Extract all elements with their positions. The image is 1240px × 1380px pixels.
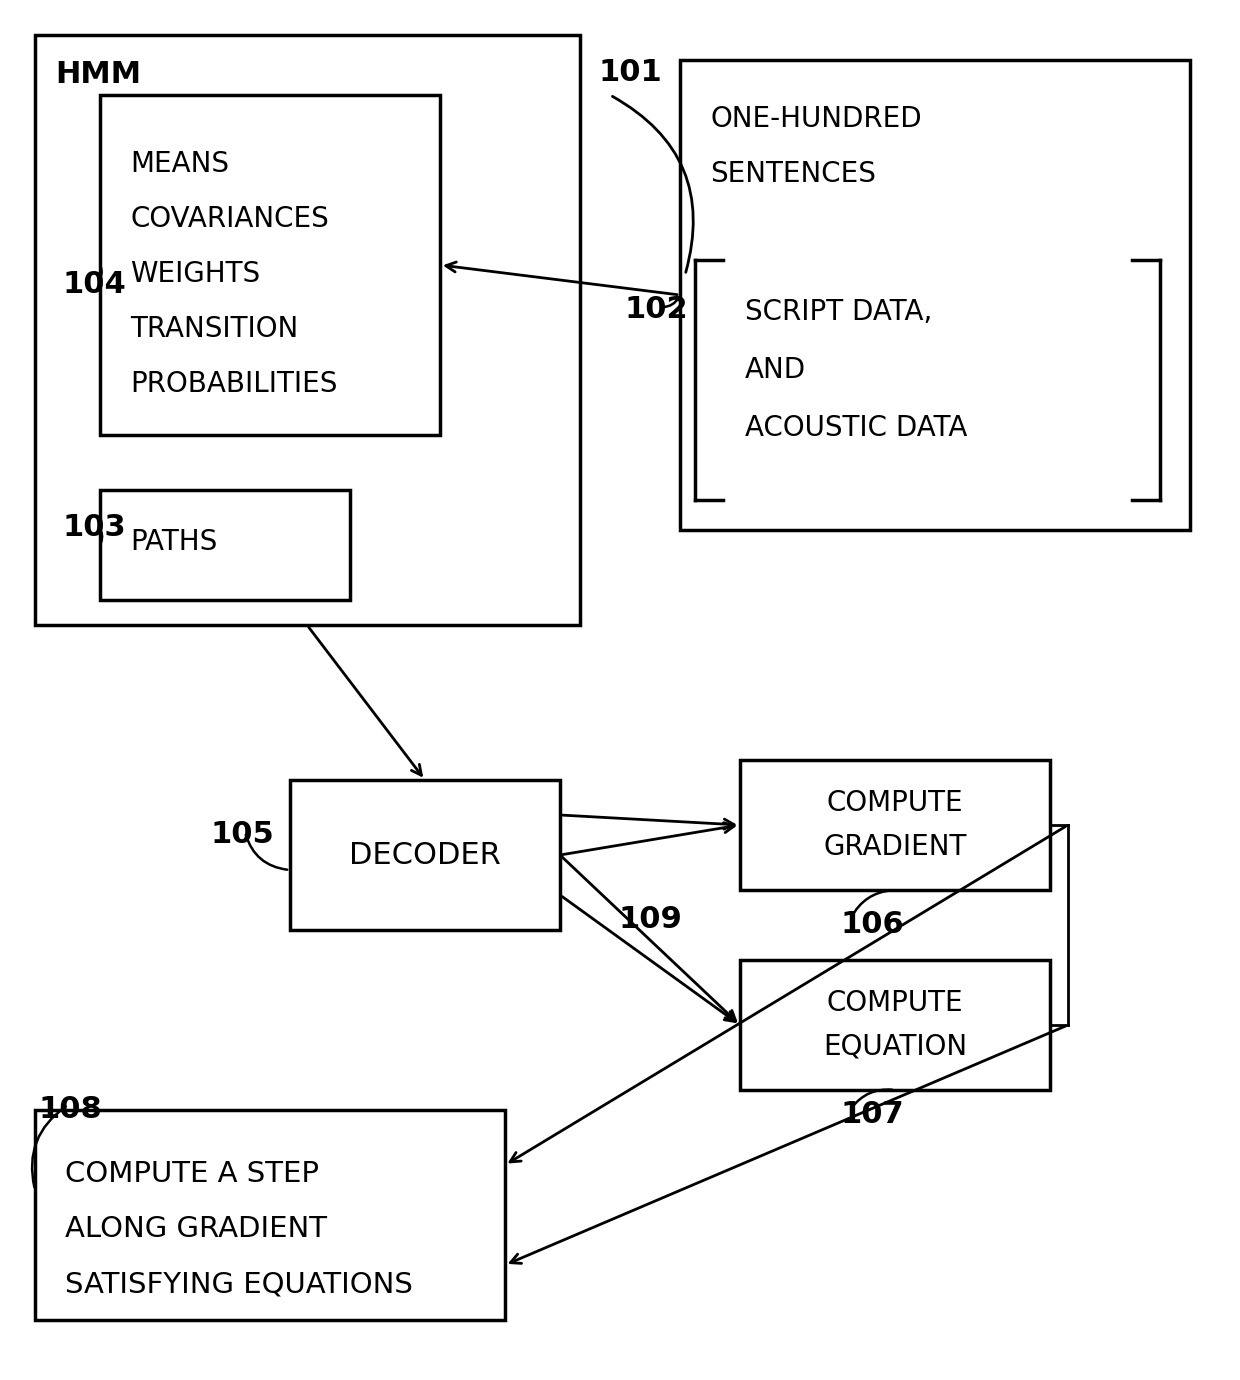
Text: HMM: HMM	[55, 59, 141, 88]
Text: ACOUSTIC DATA: ACOUSTIC DATA	[745, 414, 967, 442]
Bar	[100, 490, 350, 600]
Bar	[35, 1110, 505, 1321]
Bar	[740, 960, 1050, 1090]
Text: 102: 102	[625, 295, 688, 324]
Text: COMPUTE A STEP: COMPUTE A STEP	[64, 1161, 319, 1188]
Bar	[35, 34, 580, 625]
Bar	[680, 59, 1190, 530]
Text: PATHS: PATHS	[130, 529, 217, 556]
Text: ONE-HUNDRED: ONE-HUNDRED	[711, 105, 921, 132]
Bar	[740, 760, 1050, 890]
Text: ALONG GRADIENT: ALONG GRADIENT	[64, 1214, 327, 1243]
Text: PROBABILITIES: PROBABILITIES	[130, 370, 337, 397]
Bar	[290, 780, 560, 930]
Text: 101: 101	[598, 58, 662, 87]
Text: WEIGHTS: WEIGHTS	[130, 259, 260, 288]
Text: COVARIANCES: COVARIANCES	[130, 206, 329, 233]
Text: TRANSITION: TRANSITION	[130, 315, 299, 344]
Bar	[100, 95, 440, 435]
Text: 105: 105	[210, 820, 274, 849]
Text: DECODER: DECODER	[350, 840, 501, 869]
Text: EQUATION: EQUATION	[823, 1034, 967, 1061]
Text: GRADIENT: GRADIENT	[823, 834, 967, 861]
Text: SENTENCES: SENTENCES	[711, 160, 875, 188]
Text: 103: 103	[62, 513, 125, 542]
Text: COMPUTE: COMPUTE	[827, 789, 963, 817]
Text: SCRIPT DATA,: SCRIPT DATA,	[745, 298, 932, 326]
Text: 106: 106	[839, 909, 904, 938]
Text: MEANS: MEANS	[130, 150, 229, 178]
Text: AND: AND	[745, 356, 806, 384]
Text: COMPUTE: COMPUTE	[827, 989, 963, 1017]
Text: 108: 108	[38, 1094, 102, 1123]
Text: SATISFYING EQUATIONS: SATISFYING EQUATIONS	[64, 1270, 413, 1299]
Text: 104: 104	[62, 270, 125, 299]
Text: 107: 107	[839, 1100, 904, 1129]
Text: 109: 109	[618, 905, 682, 934]
